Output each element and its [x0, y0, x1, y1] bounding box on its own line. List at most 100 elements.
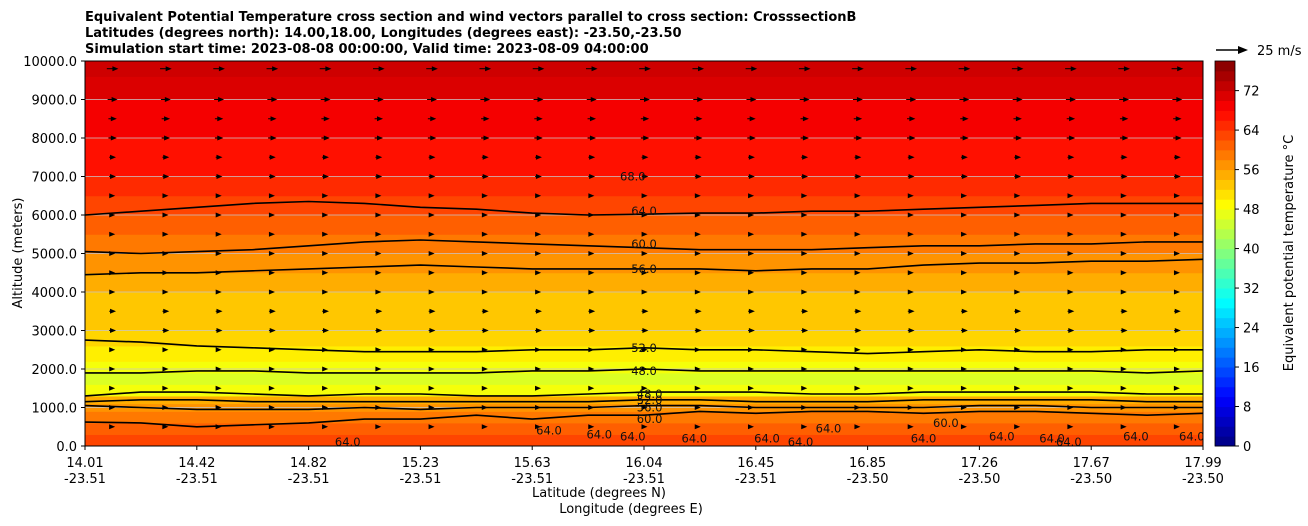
wind-vector — [375, 270, 382, 276]
wind-vector — [1067, 405, 1074, 410]
wind-vector — [1014, 405, 1021, 410]
wind-vector-head — [907, 270, 914, 276]
wind-vector — [160, 66, 172, 72]
wind-vector — [109, 231, 116, 237]
wind-vector — [801, 385, 808, 391]
wind-vector-head — [961, 154, 968, 160]
wind-vector-head — [960, 405, 967, 410]
wind-vector-head — [694, 193, 701, 199]
wind-vector-head — [642, 174, 649, 179]
wind-vector-head — [1014, 289, 1021, 295]
wind-vector-head — [109, 424, 116, 430]
wind-vector-head — [535, 424, 542, 430]
colorbar-frame — [1214, 60, 1236, 447]
wind-vector-head — [1068, 328, 1075, 333]
wind-vector — [961, 366, 968, 372]
wind-vector-head — [535, 366, 542, 372]
colorbar-swatch — [1215, 337, 1235, 348]
x-tick-label-longitude: -23.51 — [399, 472, 441, 487]
wind-vector-head — [481, 347, 488, 353]
wind-vector — [535, 347, 542, 353]
contour-label: 64.0 — [1123, 429, 1149, 443]
colorbar-swatch — [1215, 386, 1235, 398]
wind-vector-head — [1015, 328, 1022, 333]
wind-vector — [801, 231, 808, 237]
colorbar-swatch — [1215, 258, 1235, 269]
wind-vector — [748, 347, 755, 353]
wind-vector-head — [270, 116, 277, 122]
wind-vector — [1120, 251, 1127, 256]
wind-vector-head — [428, 270, 435, 276]
wind-vector-head — [215, 424, 222, 430]
wind-vector — [801, 308, 809, 314]
wind-vector — [1173, 193, 1180, 199]
wind-vector-head — [854, 289, 861, 295]
wind-vector — [268, 116, 277, 122]
wind-vector — [268, 193, 275, 199]
wind-vector-head — [481, 405, 488, 410]
wind-vector-head — [801, 270, 808, 276]
wind-vector-head — [323, 116, 330, 122]
y-tick-label: 9000.0 — [32, 94, 78, 109]
wind-vector — [1120, 289, 1127, 295]
wind-vector — [267, 97, 278, 102]
wind-vector-head — [110, 116, 117, 122]
colorbar-swatch — [1215, 406, 1235, 417]
wind-vector — [481, 385, 488, 391]
x-tick-label-longitude: -23.51 — [735, 472, 777, 487]
wind-vector-head — [641, 347, 648, 353]
wind-vector — [961, 231, 968, 237]
wind-vector — [1014, 154, 1022, 160]
wind-vector — [907, 347, 914, 353]
wind-vector — [162, 193, 169, 199]
wind-vector-head — [1174, 328, 1181, 333]
wind-vector-head — [1174, 154, 1181, 160]
x-tick-label-latitude: 15.23 — [402, 456, 439, 471]
wind-vector — [588, 328, 596, 333]
wind-vector — [322, 347, 329, 353]
wind-vector — [428, 270, 435, 276]
wind-vector-head — [748, 231, 755, 237]
wind-vector — [109, 212, 116, 218]
wind-vector — [322, 328, 329, 333]
wind-vector-head — [589, 174, 596, 179]
wind-vector-head — [1067, 347, 1074, 353]
colorbar-swatch — [1215, 130, 1235, 141]
x-tick-label-latitude: 16.04 — [625, 456, 662, 471]
figure-title: Equivalent Potential Temperature cross s… — [85, 10, 856, 57]
wind-vector — [801, 212, 808, 218]
wind-vector-head — [109, 251, 116, 256]
wind-vector — [428, 154, 436, 160]
wind-vector-head — [109, 366, 116, 372]
wind-vector-head — [963, 97, 970, 102]
wind-vector — [694, 174, 702, 179]
wind-vector — [1120, 385, 1127, 391]
colorbar-swatch — [1215, 376, 1235, 388]
wind-vector — [694, 347, 701, 353]
y-tick-label: 4000.0 — [32, 286, 78, 301]
contour-line-56.0 — [85, 258, 1203, 276]
wind-vector — [1014, 328, 1022, 333]
wind-vector — [1118, 66, 1130, 72]
wind-vector-head — [109, 212, 116, 218]
wind-vector — [162, 328, 170, 333]
y-tick-label: 1000.0 — [32, 402, 78, 417]
theta-band — [85, 345, 1203, 362]
contour-label: 64.0 — [586, 427, 612, 441]
wind-vector — [694, 328, 702, 333]
contour-label: 56.0 — [631, 262, 657, 276]
wind-vector-head — [589, 328, 596, 333]
wind-vector-head — [1067, 270, 1074, 276]
wind-vector-head — [215, 251, 222, 256]
wind-vector-head — [322, 385, 329, 391]
wind-vector-head — [961, 289, 968, 295]
wind-vector — [268, 270, 275, 276]
wind-vector-head — [430, 135, 437, 141]
wind-vector-head — [268, 231, 275, 237]
wind-vector-head — [268, 366, 275, 372]
wind-vector — [907, 366, 914, 372]
wind-vector — [961, 308, 968, 314]
wind-vector — [215, 193, 222, 199]
wind-vector-head — [854, 424, 861, 430]
colorbar-swatch — [1215, 90, 1235, 101]
